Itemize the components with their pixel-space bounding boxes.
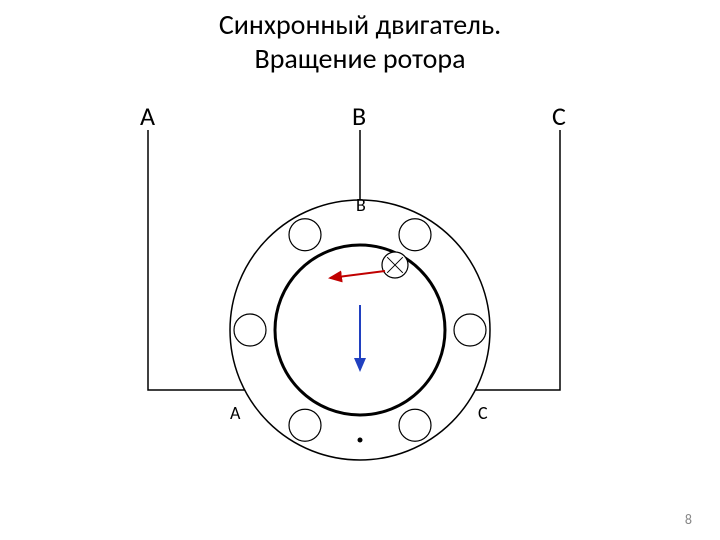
phase-label-c: C xyxy=(552,100,566,132)
title-line-2: Вращение ротора xyxy=(0,42,720,76)
phase-label-b: B xyxy=(352,100,366,132)
title-line-1: Синхронный двигатель. xyxy=(0,8,720,42)
page-number: 8 xyxy=(685,511,692,528)
terminal-label-a: A xyxy=(230,402,240,424)
terminal-label-b: B xyxy=(356,194,366,216)
motor-diagram: A B C A B C xyxy=(0,80,720,520)
terminal-label-c: C xyxy=(478,402,488,424)
diagram-svg xyxy=(0,80,720,520)
phase-label-a: A xyxy=(140,100,155,132)
